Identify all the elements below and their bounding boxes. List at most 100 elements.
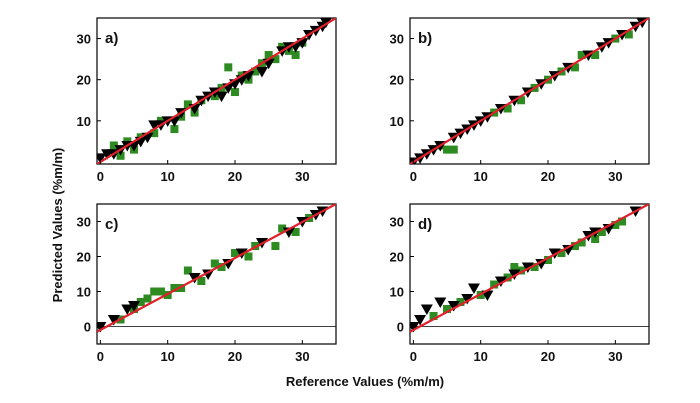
square-point	[429, 312, 438, 320]
x-axis-title: Reference Values (%m/m)	[286, 374, 444, 389]
square-point	[503, 104, 512, 113]
x-tick-label: 0	[410, 349, 417, 364]
x-tick-label: 30	[608, 349, 622, 364]
triangle-point	[128, 301, 141, 312]
triangle-point	[535, 259, 548, 270]
square-point	[591, 235, 600, 243]
square-point	[231, 249, 240, 257]
square-point	[624, 30, 633, 39]
x-tick-label: 10	[473, 169, 487, 184]
square-point	[443, 145, 452, 154]
plot-area	[410, 18, 649, 164]
x-tick-label: 30	[295, 349, 309, 364]
square-point	[264, 51, 273, 60]
panel-2: 0 10 20 30 10 20 30 b)	[390, 17, 650, 184]
plot-frame	[96, 203, 337, 345]
square-point	[611, 221, 620, 229]
x-tick-label: 30	[608, 169, 622, 184]
panel-3: 0 10 20 30 0 10 20 30 c)	[77, 203, 337, 364]
y-tick-label: 20	[77, 250, 91, 265]
y-tick-label: 30	[77, 32, 91, 47]
triangle-point	[222, 259, 235, 270]
x-tick-label: 10	[473, 349, 487, 364]
square-point	[244, 252, 253, 261]
y-tick-label: 30	[77, 215, 91, 230]
triangle-point	[461, 294, 474, 305]
y-tick-label: 0	[84, 320, 91, 335]
square-point	[618, 217, 627, 226]
triangle-point	[420, 304, 433, 315]
square-point	[224, 63, 233, 72]
triangle-point	[414, 315, 427, 326]
fit-line	[410, 18, 649, 164]
y-axis-title: Predicted Values (%m/m)	[50, 148, 65, 303]
square-point	[143, 294, 152, 303]
fit-line	[97, 18, 336, 164]
plot-area	[97, 18, 336, 164]
triangle-point	[467, 283, 480, 294]
panel-label: a)	[105, 30, 118, 47]
triangle-point	[188, 273, 201, 284]
triangle-point	[434, 297, 447, 308]
square-point	[291, 228, 300, 236]
square-point	[150, 129, 159, 138]
square-point	[291, 51, 300, 60]
x-tick-label: 20	[228, 349, 242, 364]
square-point	[570, 63, 579, 72]
y-tick-label: 10	[77, 285, 91, 300]
fit-line	[410, 204, 649, 333]
y-tick-label: 10	[77, 114, 91, 129]
panels-group: 0 10 20 30 10 20 30 a) 0 10 20 30 10 20 30 b) 0 10 20 30 0 10…	[77, 17, 650, 364]
square-point	[510, 263, 519, 271]
square-point	[503, 273, 512, 282]
square-point	[544, 256, 553, 264]
x-tick-label: 20	[541, 349, 555, 364]
panel-label: b)	[418, 30, 432, 47]
triangle-point	[494, 276, 507, 287]
square-point	[156, 287, 165, 296]
square-point	[443, 305, 452, 313]
y-tick-label: 20	[390, 250, 404, 265]
y-tick-label: 10	[390, 285, 404, 300]
square-point	[591, 51, 600, 60]
panel-4: 0 10 20 30 0 10 20 30 d)	[390, 203, 650, 364]
triangle-point	[107, 315, 120, 326]
y-tick-label: 10	[390, 114, 404, 129]
square-point	[150, 287, 159, 296]
y-tick-label: 20	[390, 73, 404, 88]
square-point	[597, 228, 606, 236]
triangle-point	[255, 66, 268, 78]
x-tick-label: 0	[97, 349, 104, 364]
square-point	[197, 277, 206, 285]
square-point	[170, 284, 179, 292]
x-tick-label: 10	[160, 349, 174, 364]
square-point	[577, 238, 586, 247]
y-tick-label: 20	[77, 73, 91, 88]
panel-label: c)	[105, 216, 118, 233]
triangle-point	[447, 301, 460, 312]
square-point	[517, 266, 526, 275]
square-point	[116, 151, 125, 160]
square-point	[449, 145, 458, 154]
square-point	[170, 125, 179, 134]
x-tick-label: 10	[160, 169, 174, 184]
fit-line	[97, 204, 336, 333]
triangle-point	[121, 304, 134, 315]
triangle-point	[202, 269, 215, 280]
square-point	[271, 55, 280, 64]
y-tick-label: 0	[397, 320, 404, 335]
plot-area	[410, 204, 649, 333]
panel-label: d)	[418, 216, 432, 233]
plot-area	[97, 204, 336, 333]
square-point	[456, 298, 465, 306]
square-point	[517, 96, 526, 105]
triangle-point	[97, 153, 107, 164]
square-point	[183, 100, 192, 109]
square-point	[136, 298, 145, 306]
square-point	[251, 67, 260, 76]
square-point	[109, 141, 118, 150]
x-tick-label: 0	[97, 169, 104, 184]
square-point	[278, 224, 287, 233]
square-point	[570, 242, 579, 250]
